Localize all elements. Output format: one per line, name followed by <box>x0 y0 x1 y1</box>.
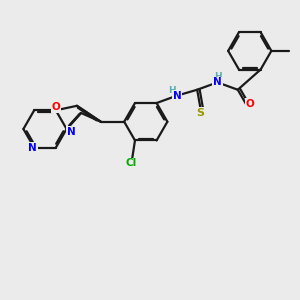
Text: N: N <box>28 143 37 153</box>
Text: H: H <box>168 86 175 95</box>
Text: N: N <box>67 127 76 137</box>
Text: Cl: Cl <box>126 158 137 169</box>
Text: S: S <box>196 108 204 118</box>
Text: H: H <box>214 72 221 81</box>
Text: N: N <box>172 91 181 100</box>
Text: O: O <box>51 102 60 112</box>
Text: O: O <box>246 99 254 109</box>
Text: N: N <box>213 77 222 87</box>
